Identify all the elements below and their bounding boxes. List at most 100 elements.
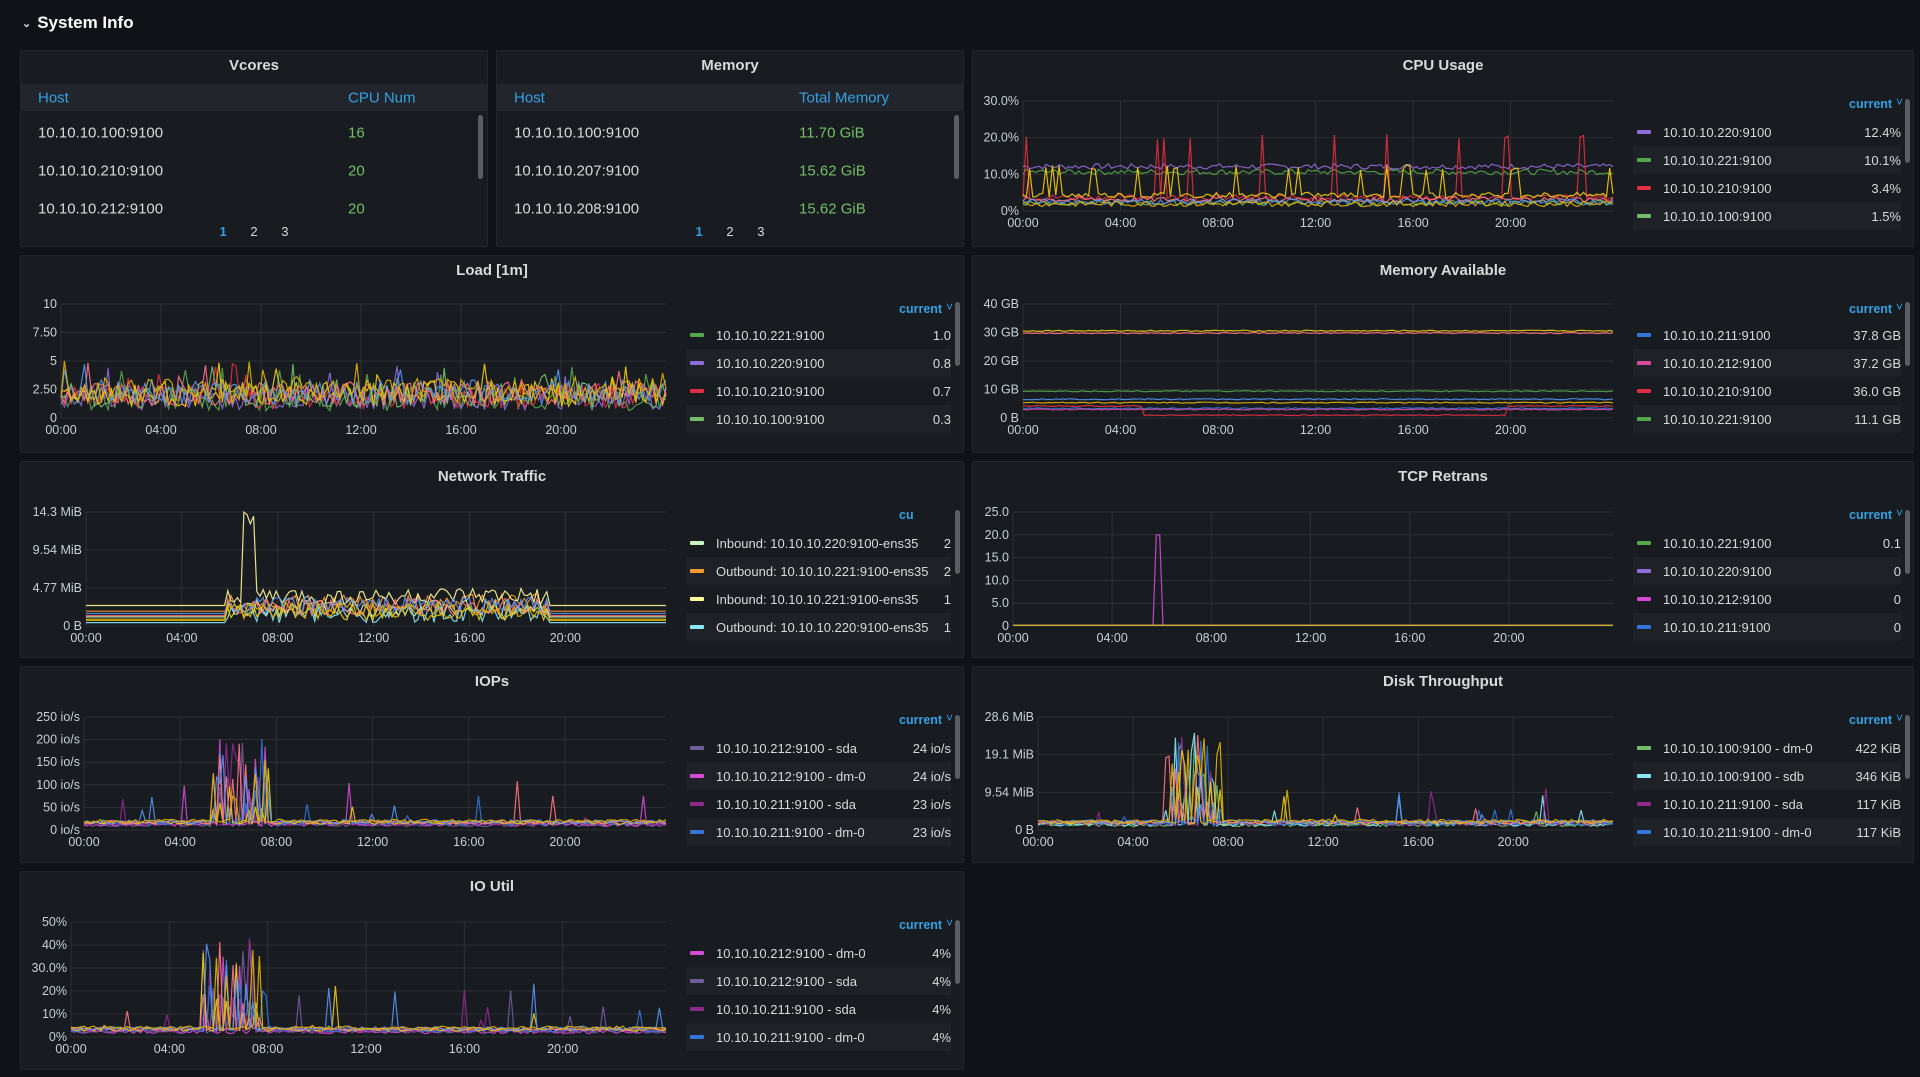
legend-item[interactable]: 10.10.10.210:9100 0.7 (686, 377, 951, 405)
panel-title[interactable]: Disk Throughput (1383, 673, 1503, 690)
panel-title[interactable]: Load [1m] (456, 262, 528, 279)
graph-plot[interactable]: 0 5.0 10.0 15.0 20.0 25.0 00:00 04:00 08:00 12:00… (973, 462, 1914, 658)
legend-scrollbar[interactable] (955, 715, 960, 779)
legend-item[interactable]: 10.10.10.221:9100 10.1% (1633, 146, 1901, 174)
legend-scrollbar[interactable] (1905, 715, 1910, 779)
x-tick-label: 04:00 (1105, 216, 1136, 230)
legend-item[interactable]: 10.10.10.211:9100 - dm-0 117 KiB (1633, 818, 1901, 846)
legend-scrollbar[interactable] (955, 302, 960, 366)
legend-item[interactable]: Outbound: 10.10.10.220:9100-ens35 1 (686, 613, 951, 641)
legend-sort-header[interactable]: current (899, 713, 943, 727)
legend-series-name: Inbound: 10.10.10.220:9100-ens35 (716, 535, 919, 551)
legend-series-name: Outbound: 10.10.10.221:9100-ens35 (716, 563, 929, 579)
legend-item[interactable]: 10.10.10.212:9100 - dm-0 24 io/s (686, 762, 951, 790)
legend-sort-header[interactable]: current (1849, 97, 1893, 111)
legend-item[interactable]: 10.10.10.220:9100 12.4% (1633, 118, 1901, 146)
legend-sort-header[interactable]: cu (899, 508, 914, 522)
y-tick-label: 9.54 MiB (33, 543, 82, 557)
x-tick-label: 04:00 (145, 423, 176, 437)
legend-item[interactable]: 10.10.10.100:9100 0.3 (686, 405, 951, 433)
legend-item[interactable]: Inbound: 10.10.10.221:9100-ens35 1 (686, 585, 951, 613)
x-tick-label: 08:00 (261, 835, 292, 849)
panel-title[interactable]: TCP Retrans (1398, 468, 1488, 485)
graph-plot[interactable]: 0 io/s 50 io/s 100 io/s 150 io/s 200 io/s 250… (21, 667, 964, 863)
legend-item[interactable]: 10.10.10.221:9100 11.1 GB (1633, 405, 1901, 433)
panel-title[interactable]: IO Util (469, 878, 515, 895)
page-3-link[interactable]: 3 (757, 224, 765, 239)
page-1-link[interactable]: 1 (219, 224, 227, 239)
legend-item[interactable]: 10.10.10.100:9100 1.5% (1633, 202, 1901, 230)
legend-item[interactable]: 10.10.10.212:9100 - sda 4% (686, 967, 951, 995)
legend-item[interactable]: 10.10.10.210:9100 36.0 GB (1633, 377, 1901, 405)
legend-item[interactable]: 10.10.10.211:9100 - sda 117 KiB (1633, 790, 1901, 818)
legend-scrollbar[interactable] (955, 920, 960, 984)
column-header-cpu-num[interactable]: CPU Num (348, 89, 416, 106)
table-scrollbar[interactable] (478, 115, 483, 179)
table-row: 10.10.10.210:9100 20 (21, 152, 473, 190)
memory-available-panel: Memory Available 0 B 10 GB 20 GB 30 GB 40 GB 0… (972, 255, 1914, 453)
column-header-total-memory[interactable]: Total Memory (799, 89, 890, 106)
legend-sort-header[interactable]: current (1849, 302, 1893, 316)
cell-host: 10.10.10.207:9100 (514, 162, 640, 180)
table-row: 10.10.10.208:9100 15.62 GiB (497, 190, 949, 228)
graph-plot[interactable]: 0 B 10 GB 20 GB 30 GB 40 GB 00:00 04:00 08:00 12… (973, 256, 1914, 453)
legend-item[interactable]: Outbound: 10.10.10.221:9100-ens35 2 (686, 557, 951, 585)
legend-swatch (690, 802, 704, 806)
panel-title[interactable]: Memory Available (1379, 262, 1507, 279)
legend-item[interactable]: 10.10.10.220:9100 0.8 (686, 349, 951, 377)
legend-series-name: 10.10.10.212:9100 - sda (716, 973, 857, 989)
legend-sort-header[interactable]: current (1849, 508, 1893, 522)
legend-item[interactable]: 10.10.10.212:9100 0 (1633, 585, 1901, 613)
legend-item[interactable]: 10.10.10.221:9100 0.1 (1633, 529, 1901, 557)
legend-item[interactable]: 10.10.10.211:9100 - dm-0 4% (686, 1023, 951, 1051)
graph-plot[interactable]: 0 B 9.54 MiB 19.1 MiB 28.6 MiB 00:00 04:00 08:… (973, 667, 1914, 863)
row-header-system-info[interactable]: ⌄ System Info (22, 13, 134, 33)
panel-title[interactable]: Network Traffic (437, 468, 547, 485)
x-tick-label: 16:00 (449, 1042, 480, 1056)
legend-item[interactable]: 10.10.10.212:9100 - dm-0 4% (686, 939, 951, 967)
legend-sort-header[interactable]: current (899, 302, 943, 316)
column-header-host[interactable]: Host (514, 89, 545, 106)
x-tick-label: 04:00 (165, 835, 196, 849)
graph-plot[interactable]: 0 B 4.77 MiB 9.54 MiB 14.3 MiB 00:00 04:00 08:… (21, 462, 964, 658)
table-scrollbar[interactable] (954, 115, 959, 179)
legend-series-name: 10.10.10.212:9100 - dm-0 (716, 945, 866, 961)
graph-plot[interactable]: 0 2.50 5 7.50 10 00:00 04:00 08:00 12:00 16:00 20:… (21, 256, 964, 453)
series-line (1037, 732, 1614, 827)
graph-plot[interactable]: 0% 10.0% 20.0% 30.0% 00:00 04:00 08:00 12:00 16:… (973, 51, 1914, 247)
column-header-host[interactable]: Host (38, 89, 69, 106)
legend-scrollbar[interactable] (955, 510, 960, 574)
legend-item[interactable]: 10.10.10.221:9100 1.0 (686, 321, 951, 349)
legend-item[interactable]: 10.10.10.211:9100 37.8 GB (1633, 321, 1901, 349)
y-tick-label: 0 B (1000, 411, 1019, 425)
legend-scrollbar[interactable] (1905, 99, 1910, 163)
panel-title[interactable]: IOPs (474, 673, 510, 690)
graph-plot[interactable]: 0% 10% 20% 30.0% 40% 50% 00:00 04:00 08:00 12:00 1… (21, 872, 964, 1070)
legend-scrollbar[interactable] (1905, 302, 1910, 366)
page-2-link[interactable]: 2 (250, 224, 258, 239)
legend-item[interactable]: 10.10.10.220:9100 0 (1633, 557, 1901, 585)
legend-item[interactable]: 10.10.10.211:9100 - sda 4% (686, 995, 951, 1023)
page-2-link[interactable]: 2 (726, 224, 734, 239)
legend-item[interactable]: 10.10.10.212:9100 37.2 GB (1633, 349, 1901, 377)
legend-sort-header[interactable]: current (1849, 713, 1893, 727)
io-util-panel: IO Util 0% 10% 20% 30.0% 40% 50% 00:00 04:00 08:0… (20, 871, 964, 1070)
legend-item[interactable]: 10.10.10.210:9100 3.4% (1633, 174, 1901, 202)
legend-scrollbar[interactable] (1905, 510, 1910, 574)
x-tick-label: 00:00 (70, 631, 101, 645)
page-3-link[interactable]: 3 (281, 224, 289, 239)
legend-series-name: 10.10.10.211:9100 - dm-0 (716, 824, 865, 840)
legend-item[interactable]: 10.10.10.211:9100 - sda 23 io/s (686, 790, 951, 818)
legend-item[interactable]: Inbound: 10.10.10.220:9100-ens35 2 (686, 529, 951, 557)
page-1-link[interactable]: 1 (695, 224, 703, 239)
legend-item[interactable]: 10.10.10.211:9100 - dm-0 23 io/s (686, 818, 951, 846)
legend-item[interactable]: 10.10.10.100:9100 - sdb 346 KiB (1633, 762, 1901, 790)
legend-sort-header[interactable]: current (899, 918, 943, 932)
legend-item[interactable]: 10.10.10.211:9100 0 (1633, 613, 1901, 641)
legend-swatch (1637, 802, 1651, 806)
legend-item[interactable]: 10.10.10.212:9100 - sda 24 io/s (686, 734, 951, 762)
legend-series-name: 10.10.10.100:9100 - dm-0 (1663, 740, 1813, 756)
legend-item[interactable]: 10.10.10.100:9100 - dm-0 422 KiB (1633, 734, 1901, 762)
panel-title[interactable]: CPU Usage (1402, 57, 1484, 74)
x-tick-label: 20:00 (1495, 216, 1526, 230)
